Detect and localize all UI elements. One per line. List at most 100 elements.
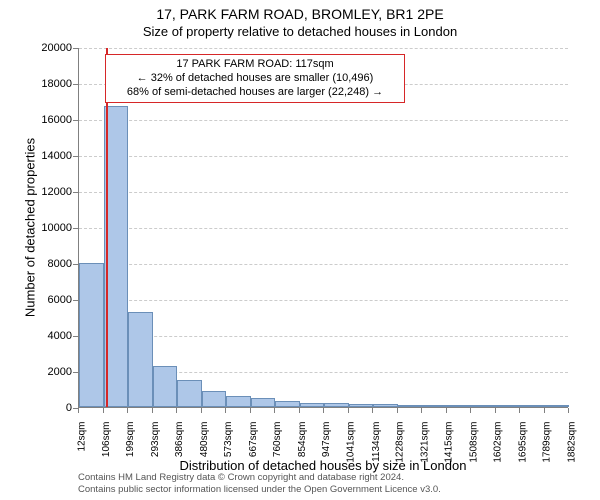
x-tick-label: 667sqm: [248, 422, 259, 458]
histogram-bar: [275, 401, 300, 407]
histogram-bar: [545, 405, 570, 407]
annotation-line: ← 32% of detached houses are smaller (10…: [112, 72, 398, 86]
x-tick-mark: [274, 408, 275, 413]
y-tick-label: 20000: [41, 42, 72, 54]
y-tick-label: 16000: [41, 114, 72, 126]
x-tick-mark: [78, 408, 79, 413]
histogram-bar: [153, 366, 178, 407]
x-tick-mark: [225, 408, 226, 413]
y-tick-label: 0: [66, 402, 72, 414]
histogram-bar: [447, 405, 472, 407]
y-tick-label: 4000: [48, 330, 72, 342]
x-tick-label: 1789sqm: [542, 422, 553, 463]
chart-container: 17, PARK FARM ROAD, BROMLEY, BR1 2PE Siz…: [0, 0, 600, 500]
gridline-h: [79, 156, 568, 157]
x-tick-mark: [446, 408, 447, 413]
x-tick-label: 1041sqm: [346, 422, 357, 463]
x-tick-mark: [519, 408, 520, 413]
x-tick-label: 12sqm: [77, 422, 88, 452]
y-tick-mark: [73, 192, 78, 193]
x-tick-mark: [348, 408, 349, 413]
y-tick-mark: [73, 120, 78, 121]
histogram-bar: [324, 403, 349, 407]
x-tick-label: 480sqm: [199, 422, 210, 458]
y-tick-label: 12000: [41, 186, 72, 198]
gridline-h: [79, 120, 568, 121]
gridline-h: [79, 264, 568, 265]
x-axis-title: Distribution of detached houses by size …: [78, 458, 568, 473]
x-tick-label: 386sqm: [175, 422, 186, 458]
x-tick-label: 106sqm: [101, 422, 112, 458]
footer-line-1: Contains HM Land Registry data © Crown c…: [78, 472, 441, 484]
y-tick-label: 18000: [41, 78, 72, 90]
x-tick-mark: [372, 408, 373, 413]
histogram-bar: [226, 396, 251, 407]
histogram-bar: [177, 380, 202, 407]
footer-line-2: Contains public sector information licen…: [78, 484, 441, 496]
footer-attribution: Contains HM Land Registry data © Crown c…: [78, 472, 441, 496]
y-tick-label: 8000: [48, 258, 72, 270]
x-tick-label: 293sqm: [150, 422, 161, 458]
x-tick-mark: [470, 408, 471, 413]
y-tick-mark: [73, 372, 78, 373]
x-tick-mark: [127, 408, 128, 413]
y-tick-mark: [73, 228, 78, 229]
y-tick-mark: [73, 300, 78, 301]
histogram-bar: [128, 312, 153, 407]
y-tick-mark: [73, 156, 78, 157]
y-tick-mark: [73, 84, 78, 85]
annotation-box: 17 PARK FARM ROAD: 117sqm← 32% of detach…: [105, 54, 405, 103]
x-tick-label: 760sqm: [273, 422, 284, 458]
x-tick-label: 947sqm: [322, 422, 333, 458]
histogram-bar: [422, 405, 447, 407]
x-tick-mark: [544, 408, 545, 413]
histogram-bar: [520, 405, 545, 407]
histogram-bar: [349, 404, 374, 407]
x-tick-mark: [201, 408, 202, 413]
histogram-bar: [79, 263, 104, 407]
x-tick-label: 1508sqm: [469, 422, 480, 463]
x-tick-mark: [568, 408, 569, 413]
x-tick-mark: [421, 408, 422, 413]
histogram-bar: [496, 405, 521, 407]
x-tick-mark: [323, 408, 324, 413]
y-tick-label: 2000: [48, 366, 72, 378]
gridline-h: [79, 300, 568, 301]
y-tick-label: 14000: [41, 150, 72, 162]
y-tick-label: 6000: [48, 294, 72, 306]
y-axis-title: Number of detached properties: [23, 128, 38, 328]
x-tick-mark: [103, 408, 104, 413]
x-tick-label: 1321sqm: [420, 422, 431, 463]
histogram-bar: [251, 398, 276, 407]
gridline-h: [79, 48, 568, 49]
x-tick-label: 1882sqm: [567, 422, 578, 463]
y-tick-label: 10000: [41, 222, 72, 234]
histogram-bar: [398, 405, 423, 407]
y-tick-mark: [73, 264, 78, 265]
histogram-bar: [471, 405, 496, 407]
chart-subtitle: Size of property relative to detached ho…: [0, 24, 600, 39]
x-tick-label: 1695sqm: [518, 422, 529, 463]
gridline-h: [79, 192, 568, 193]
annotation-line: 68% of semi-detached houses are larger (…: [112, 86, 398, 100]
chart-title: 17, PARK FARM ROAD, BROMLEY, BR1 2PE: [0, 6, 600, 22]
x-tick-label: 1134sqm: [371, 422, 382, 462]
x-tick-label: 1415sqm: [444, 422, 455, 463]
x-tick-mark: [250, 408, 251, 413]
x-tick-mark: [495, 408, 496, 413]
x-tick-mark: [176, 408, 177, 413]
x-tick-label: 1602sqm: [493, 422, 504, 463]
x-tick-label: 1228sqm: [395, 422, 406, 463]
annotation-line: 17 PARK FARM ROAD: 117sqm: [112, 58, 398, 72]
x-tick-mark: [299, 408, 300, 413]
gridline-h: [79, 228, 568, 229]
histogram-bar: [373, 404, 398, 407]
x-tick-mark: [152, 408, 153, 413]
y-tick-mark: [73, 336, 78, 337]
x-tick-mark: [397, 408, 398, 413]
x-tick-label: 199sqm: [126, 422, 137, 458]
x-tick-label: 854sqm: [297, 422, 308, 458]
x-tick-label: 573sqm: [224, 422, 235, 458]
histogram-bar: [300, 403, 325, 408]
histogram-bar: [202, 391, 227, 407]
